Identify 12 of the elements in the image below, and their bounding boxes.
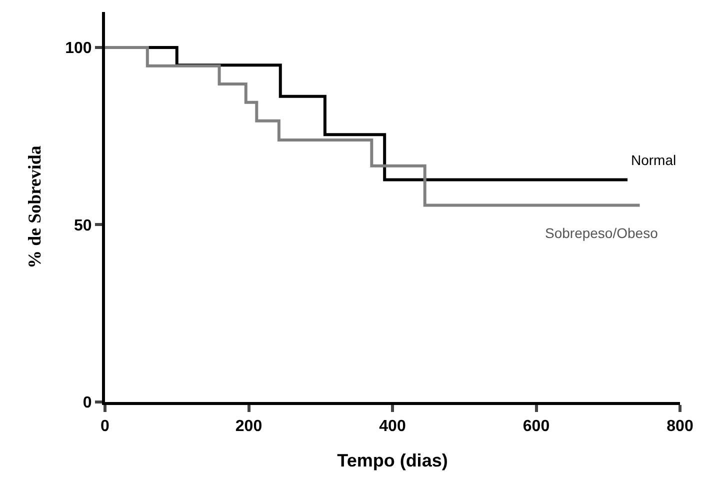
x-tick-label: 0: [100, 418, 110, 436]
series-label: Sobrepeso/Obeso: [545, 225, 658, 241]
y-tick-label: 0: [82, 394, 92, 412]
series-label: Normal: [631, 152, 676, 168]
y-tick-label: 50: [74, 217, 92, 234]
x-tick-label: 400: [379, 418, 406, 436]
x-tick-label: 200: [235, 418, 262, 436]
y-axis-title: % de Sobrevida: [24, 146, 44, 268]
x-tick-label: 600: [522, 418, 550, 436]
x-axis-title: Tempo (dias): [337, 450, 448, 470]
y-tick-label: 100: [65, 40, 92, 58]
x-tick-label: 800: [666, 418, 694, 436]
